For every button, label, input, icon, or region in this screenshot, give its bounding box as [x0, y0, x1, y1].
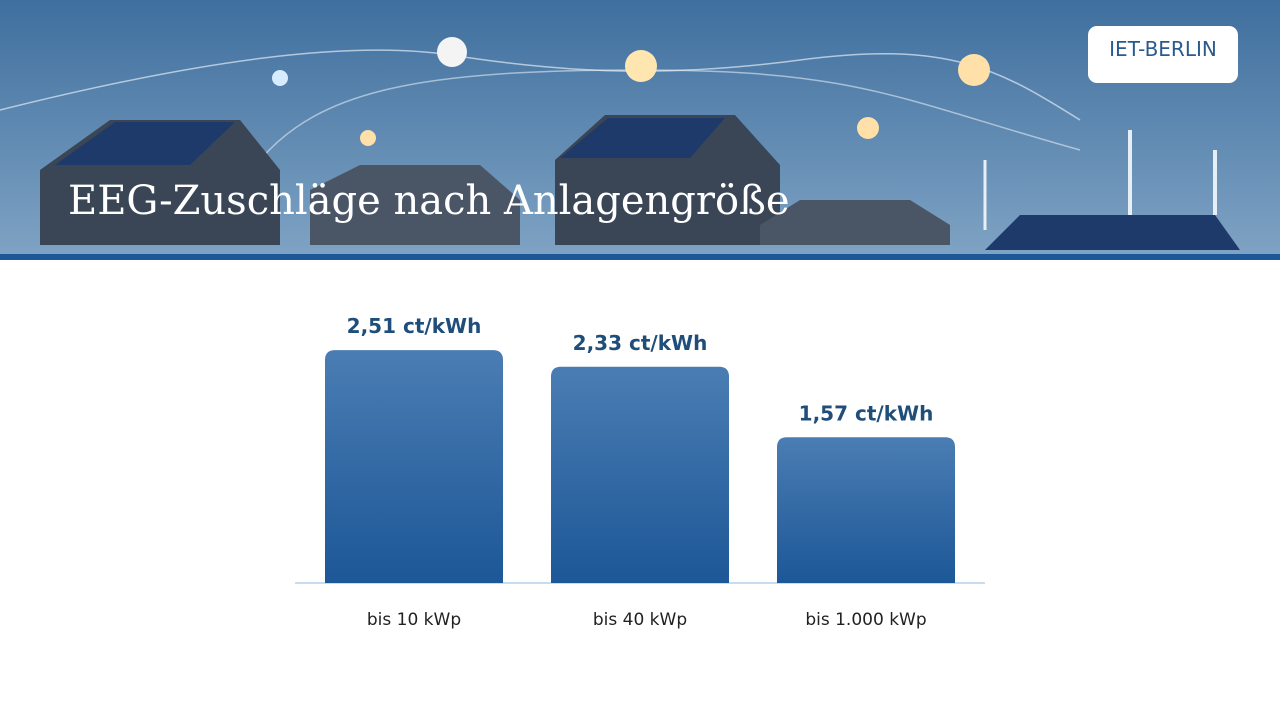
bar	[325, 350, 503, 583]
value-label: 2,33 ct/kWh	[573, 331, 708, 355]
title: EEG-Zuschläge nach Anlagengröße	[68, 178, 790, 224]
category-label: bis 1.000 kWp	[805, 610, 926, 630]
value-label: 1,57 ct/kWh	[799, 401, 934, 425]
value-label: 2,51 ct/kWh	[347, 314, 482, 338]
logo: IET-BERLIN	[1109, 37, 1217, 61]
category-label: bis 40 kWp	[593, 610, 687, 630]
banner: IET-BERLIN EEG-Zuschläge nach Anlagengrö…	[0, 0, 1280, 260]
bar	[777, 437, 955, 583]
bar	[551, 366, 729, 583]
category-label: bis 10 kWp	[367, 610, 461, 630]
